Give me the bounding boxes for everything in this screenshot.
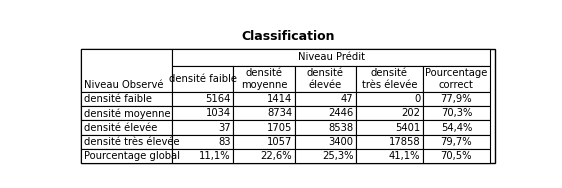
Bar [172, 66, 233, 92]
Text: 41,1%: 41,1% [389, 151, 420, 161]
Text: 70,3%: 70,3% [441, 108, 472, 118]
Text: 17858: 17858 [389, 137, 420, 147]
Text: Pourcentage
correct: Pourcentage correct [425, 68, 488, 90]
Text: Niveau Observé: Niveau Observé [84, 80, 163, 90]
Bar [423, 121, 490, 135]
Text: densité
très élevée: densité très élevée [362, 68, 417, 90]
Text: 79,7%: 79,7% [441, 137, 472, 147]
Bar [423, 149, 490, 163]
Text: Classification: Classification [241, 30, 335, 43]
Text: 37: 37 [218, 123, 231, 133]
Bar [356, 121, 423, 135]
Text: densité
moyenne: densité moyenne [241, 68, 287, 90]
Bar [294, 135, 356, 149]
Text: 2446: 2446 [328, 108, 353, 118]
Bar [81, 49, 495, 163]
Bar [294, 92, 356, 106]
Text: 1057: 1057 [266, 137, 292, 147]
Text: 5401: 5401 [395, 123, 420, 133]
Bar [294, 66, 356, 92]
Text: 0: 0 [414, 94, 420, 104]
Bar [172, 149, 233, 163]
Text: Pourcentage global: Pourcentage global [84, 151, 180, 161]
Bar [172, 92, 233, 106]
Bar [356, 92, 423, 106]
Bar [294, 106, 356, 121]
Bar [172, 135, 233, 149]
Bar [233, 66, 294, 92]
Bar [81, 121, 172, 135]
Text: 202: 202 [401, 108, 420, 118]
Text: 22,6%: 22,6% [260, 151, 292, 161]
Bar [423, 106, 490, 121]
Text: 1414: 1414 [267, 94, 292, 104]
Bar [81, 149, 172, 163]
Bar [356, 106, 423, 121]
Text: densité faible: densité faible [84, 94, 152, 104]
Text: densité faible: densité faible [169, 74, 237, 84]
Bar [356, 135, 423, 149]
Bar [233, 135, 294, 149]
Text: 8538: 8538 [328, 123, 353, 133]
Text: 47: 47 [341, 94, 353, 104]
Bar [233, 121, 294, 135]
Bar [81, 135, 172, 149]
Bar [172, 121, 233, 135]
Text: Niveau Prédit: Niveau Prédit [297, 52, 365, 62]
Text: 54,4%: 54,4% [441, 123, 472, 133]
Text: 1705: 1705 [266, 123, 292, 133]
Text: 77,9%: 77,9% [441, 94, 472, 104]
Bar [423, 66, 490, 92]
Bar [81, 92, 172, 106]
Text: 3400: 3400 [328, 137, 353, 147]
Bar [356, 149, 423, 163]
Bar [233, 149, 294, 163]
Text: 83: 83 [218, 137, 231, 147]
Bar [294, 149, 356, 163]
Text: densité élevée: densité élevée [84, 123, 157, 133]
Bar [81, 106, 172, 121]
Text: 11,1%: 11,1% [199, 151, 231, 161]
Text: densité moyenne: densité moyenne [84, 108, 170, 119]
Bar [233, 106, 294, 121]
Text: 1034: 1034 [206, 108, 231, 118]
Bar [81, 49, 172, 92]
Bar [172, 106, 233, 121]
Bar [172, 49, 490, 66]
Text: densité
élevée: densité élevée [307, 68, 344, 90]
Text: densité très élevée: densité très élevée [84, 137, 179, 147]
Text: 8734: 8734 [267, 108, 292, 118]
Text: 70,5%: 70,5% [441, 151, 472, 161]
Bar [423, 92, 490, 106]
Bar [423, 135, 490, 149]
Bar [233, 92, 294, 106]
Bar [294, 121, 356, 135]
Bar [356, 66, 423, 92]
Text: 5164: 5164 [206, 94, 231, 104]
Text: 25,3%: 25,3% [322, 151, 353, 161]
